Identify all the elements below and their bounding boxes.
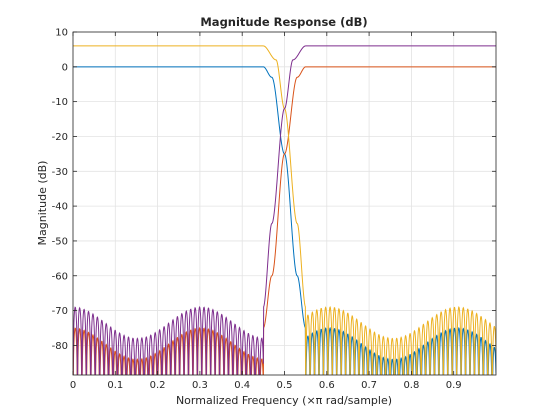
y-tick-label: -40 bbox=[52, 202, 68, 213]
tick-marks bbox=[72, 31, 496, 375]
x-tick-label: 0.6 bbox=[319, 380, 335, 391]
x-tick-label: 0.2 bbox=[150, 380, 166, 391]
y-tick-label: -50 bbox=[52, 236, 68, 247]
x-tick-label: 0.1 bbox=[107, 380, 123, 391]
x-tick-label: 0.5 bbox=[277, 380, 293, 391]
x-tick-label: 0.8 bbox=[403, 380, 419, 391]
x-tick-label: 0.7 bbox=[361, 380, 377, 391]
series-2-line bbox=[73, 66, 496, 375]
y-tick-label: -30 bbox=[52, 167, 68, 178]
x-tick-label: 0 bbox=[70, 380, 76, 391]
tick-labels: 0 0.1 0.2 0.3 0.4 0.5 0.6 0.7 0.8 0.9 10 0 -10 -20 -30… bbox=[52, 28, 462, 392]
series-layer bbox=[73, 45, 496, 375]
y-tick-label: 10 bbox=[55, 28, 68, 39]
x-tick-label: 0.9 bbox=[446, 380, 462, 391]
y-tick-label: 0 bbox=[62, 62, 68, 73]
series-4-line bbox=[73, 45, 496, 375]
x-tick-label: 0.3 bbox=[192, 380, 208, 391]
grid-lines bbox=[72, 31, 496, 375]
x-axis-title: Normalized Frequency (×π rad/sample) bbox=[176, 394, 392, 407]
chart-title: Magnitude Response (dB) bbox=[200, 15, 367, 29]
y-tick-label: -10 bbox=[52, 97, 68, 108]
y-tick-label: -70 bbox=[52, 306, 68, 317]
y-tick-label: -20 bbox=[52, 132, 68, 143]
y-tick-label: -60 bbox=[52, 271, 68, 282]
y-axis-title: Magnitude (dB) bbox=[36, 161, 49, 246]
x-tick-label: 0.4 bbox=[234, 380, 250, 391]
y-tick-label: -80 bbox=[52, 341, 68, 352]
